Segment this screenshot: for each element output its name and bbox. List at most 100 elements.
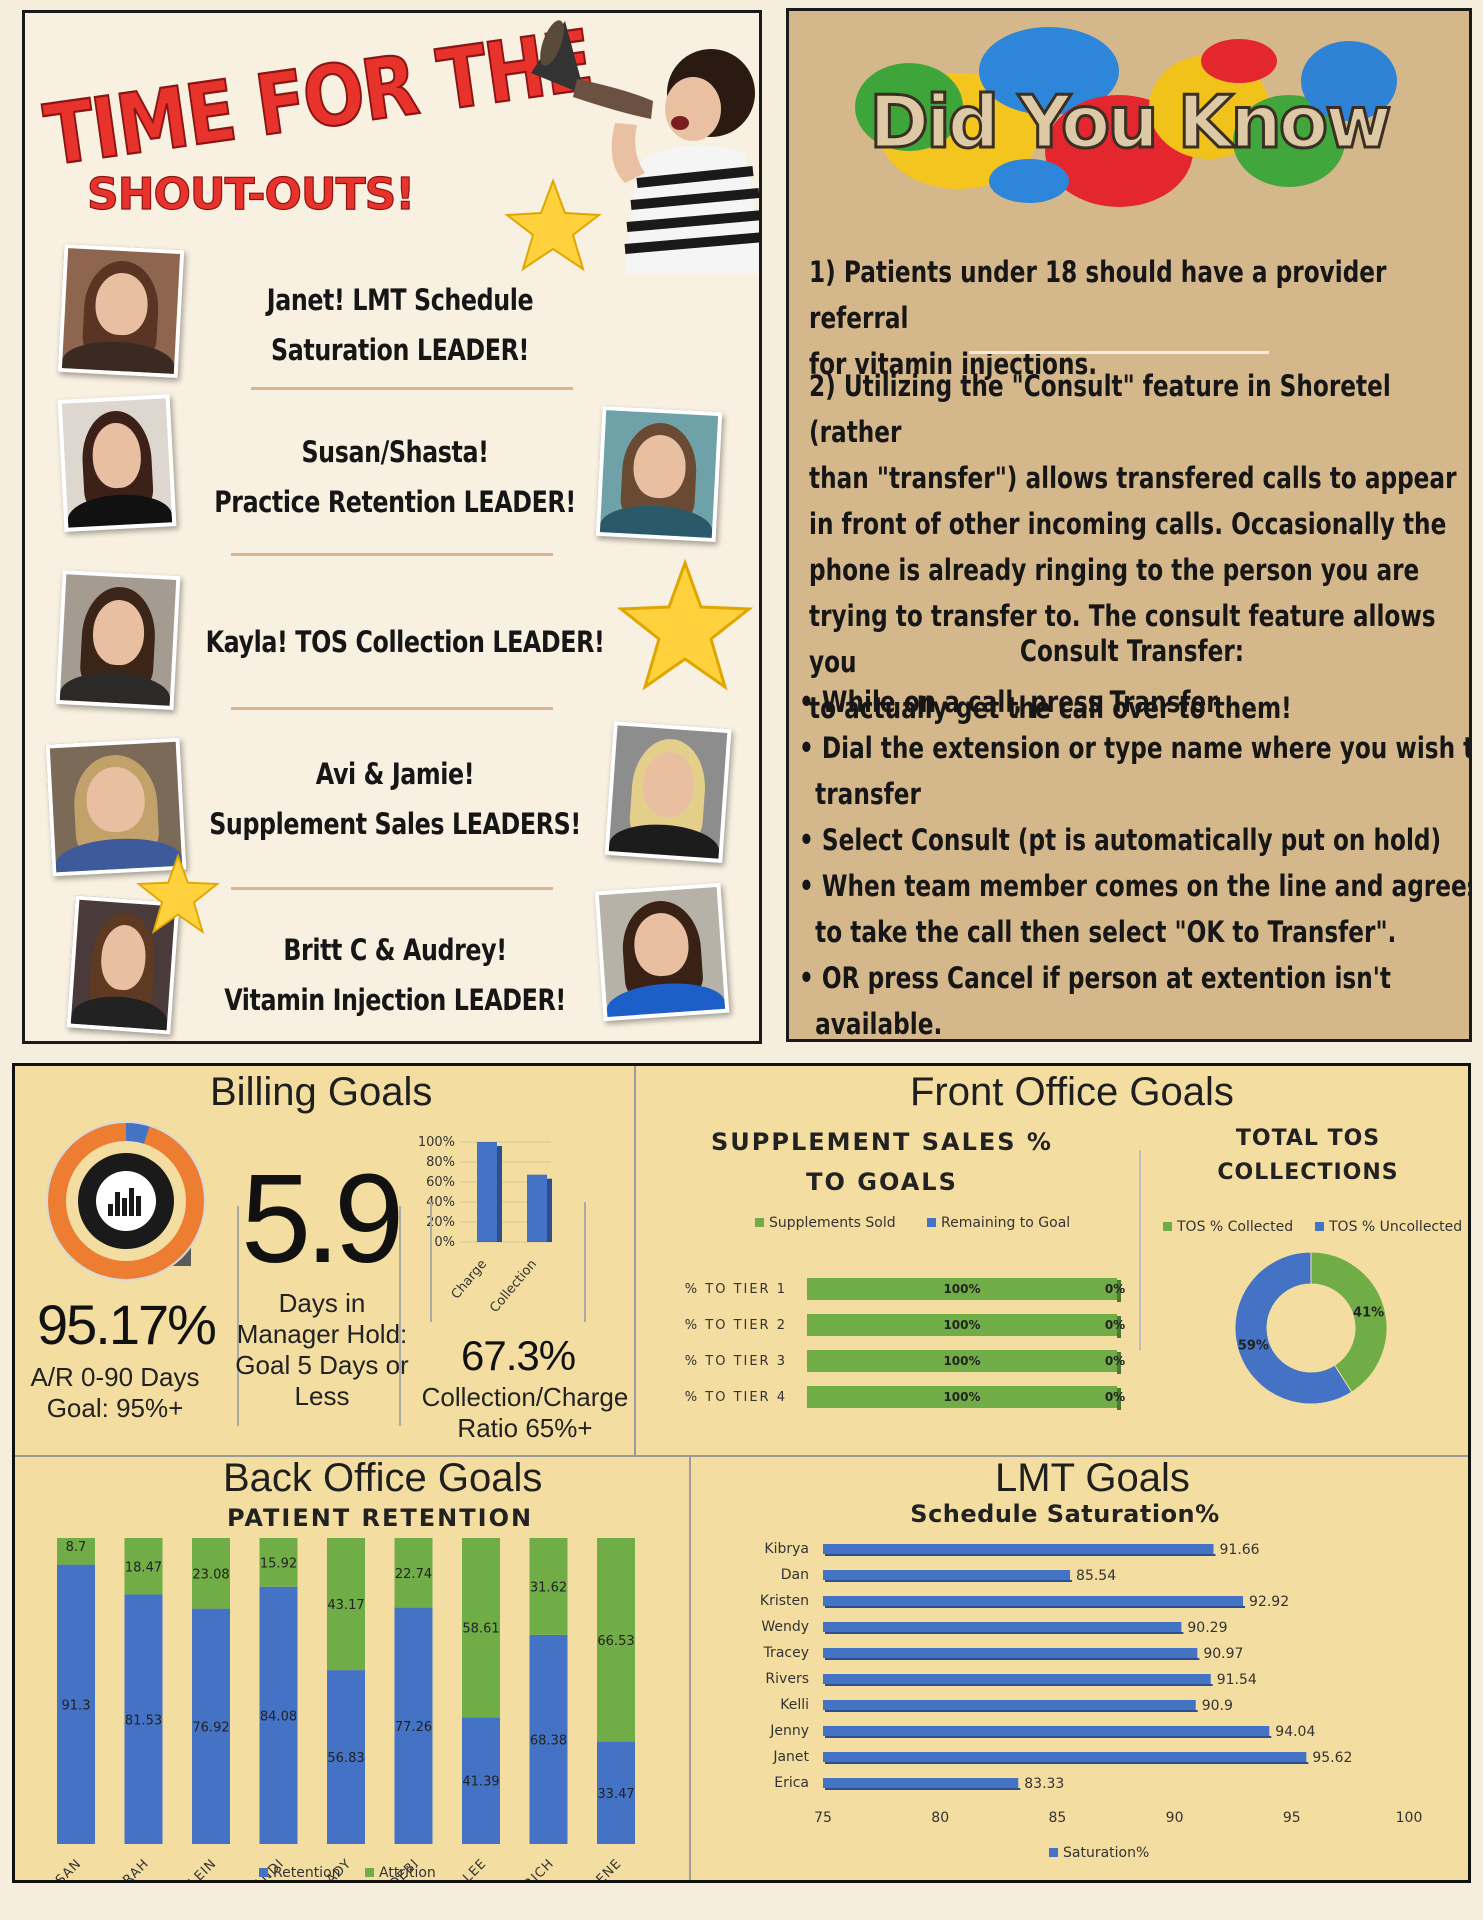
- fact-line: in front of other incoming calls. Occasi…: [809, 507, 1447, 541]
- divider: [231, 553, 553, 556]
- x-tick-label: 85: [1048, 1810, 1066, 1826]
- bar-shadow: [825, 1632, 1184, 1634]
- bar-retention: [124, 1594, 163, 1844]
- ratio-value: 67.3%: [461, 1332, 576, 1379]
- caption-line: Goal: 95%+: [46, 1393, 184, 1423]
- data-label: 90.9: [1202, 1698, 1233, 1714]
- caption-line: Manager Hold:: [236, 1319, 408, 1349]
- data-label: 22.74: [395, 1567, 432, 1582]
- legend-swatch: [927, 1218, 936, 1227]
- supplement-sales-chart: Supplements Sold Remaining to Goal % TO TI…: [685, 1215, 1125, 1410]
- lmt-title: LMT Goals: [995, 1456, 1190, 1500]
- bar-attrition: [462, 1538, 500, 1718]
- fact-line: phone is already ringing to the person y…: [809, 553, 1420, 587]
- caption-line: Ratio 65%+: [457, 1413, 593, 1443]
- leader-line: Susan/Shasta!: [301, 435, 489, 469]
- data-label: 90.97: [1203, 1646, 1243, 1662]
- data-label: 100%: [943, 1354, 980, 1368]
- bar-side: [547, 1178, 552, 1242]
- bar-shadow: [825, 1736, 1272, 1738]
- bar-side: [1117, 1352, 1121, 1374]
- paint-splash-icon: [855, 27, 1397, 207]
- x-tick-label: 100: [1396, 1810, 1423, 1826]
- leader-line: Britt C & Audrey!: [283, 933, 507, 967]
- data-label: 90.29: [1187, 1620, 1227, 1636]
- title-shout-outs: SHOUT-OUTS!: [87, 169, 414, 220]
- gold-star-icon: [504, 178, 602, 272]
- bar-side: [1117, 1388, 1121, 1410]
- x-tick-label: 90: [1166, 1810, 1184, 1826]
- patient-retention-chart: 91.3 8.7 SUSAN 81.53 18.47 SARAH 76.92 23.08 KLE…: [39, 1538, 635, 1883]
- bar-saturation: [823, 1622, 1182, 1632]
- data-label: 41%: [1353, 1305, 1384, 1320]
- data-label: 100%: [943, 1318, 980, 1332]
- title-line: TO GOALS: [806, 1168, 958, 1196]
- bullet-2: • Dial the extension or type name where …: [799, 725, 1472, 817]
- divider: [15, 1455, 1468, 1457]
- bar-retention: [529, 1634, 568, 1844]
- bar-side: [1117, 1280, 1121, 1302]
- category-label: Kristen: [760, 1593, 809, 1609]
- bar-saturation: [823, 1700, 1196, 1710]
- legend-label: Attrition: [379, 1865, 436, 1881]
- photo-shasta: [595, 405, 723, 543]
- leader-line: Practice Retention LEADER!: [214, 485, 576, 519]
- data-label: 33.47: [597, 1787, 634, 1802]
- data-label: 23.08: [192, 1567, 229, 1582]
- title-line: SUPPLEMENT SALES %: [711, 1128, 1053, 1156]
- leader-line: Saturation LEADER!: [271, 333, 529, 367]
- bar-shadow: [825, 1684, 1213, 1686]
- data-label: 91.3: [62, 1698, 91, 1713]
- bar-shadow: [825, 1658, 1200, 1660]
- bullet-3: • Select Consult (pt is automatically pu…: [799, 817, 1463, 863]
- x-tick-label: 95: [1283, 1810, 1301, 1826]
- caption-line: Goal 5 Days or: [235, 1350, 409, 1380]
- photo-janet: [57, 243, 185, 379]
- leader-kayla: Kayla! TOS Collection LEADER!: [184, 617, 627, 667]
- bullet-line: transfer: [799, 777, 921, 811]
- data-label: 92.92: [1249, 1594, 1289, 1610]
- bullet-line: • Dial the extension or type name where …: [799, 731, 1472, 765]
- category-label: Jenny: [769, 1723, 809, 1739]
- divider: [231, 707, 553, 710]
- category-label: Kelli: [780, 1697, 809, 1713]
- category-label: KLEIN: [179, 1856, 220, 1883]
- leader-line: Vitamin Injection LEADER!: [224, 983, 566, 1017]
- goals-dashboard: Billing Goals 95.17% A/R 0-90 Days Goal:…: [12, 1063, 1471, 1883]
- did-you-know-title: Did You Know: [869, 80, 1390, 164]
- bullet-line: • OR press Cancel if person at extention…: [799, 961, 1391, 995]
- data-label: 18.47: [125, 1560, 162, 1575]
- days-value: 5.9: [241, 1148, 404, 1289]
- did-you-know-panel: Did You Know 1) Patients under 18 should…: [786, 8, 1472, 1042]
- fact-line: than "transfer") allows transfered calls…: [809, 461, 1457, 495]
- category-label: % TO TIER 3: [685, 1354, 787, 1369]
- bar-retention: [57, 1564, 95, 1844]
- bar-saturation: [823, 1778, 1019, 1788]
- bar-shadow: [825, 1606, 1246, 1608]
- data-label: 91.66: [1220, 1542, 1260, 1558]
- days-caption: Days in Manager Hold: Goal 5 Days or Les…: [229, 1288, 415, 1412]
- caption-line: Less: [294, 1381, 350, 1411]
- bar-shadow: [825, 1580, 1073, 1582]
- bar-saturation: [823, 1570, 1071, 1580]
- category-label: TORNABENE: [550, 1856, 625, 1883]
- legend-label: TOS % Uncollected: [1328, 1219, 1462, 1235]
- data-label: 91.54: [1217, 1672, 1257, 1688]
- divider: [689, 1456, 691, 1880]
- divider: [251, 387, 573, 390]
- data-label: 8.7: [66, 1540, 87, 1555]
- leader-avi-jamie: Avi & Jamie! Supplement Sales LEADERS!: [182, 749, 608, 849]
- legend-swatch: [365, 1868, 374, 1877]
- category-label: Kibrya: [764, 1541, 809, 1557]
- category-label: Tracey: [763, 1645, 809, 1661]
- bullet-line: available.: [799, 1007, 943, 1041]
- category-label: Dan: [781, 1567, 809, 1583]
- x-tick-label: 75: [814, 1810, 832, 1826]
- bar-supplements-sold: [807, 1314, 1117, 1336]
- bar-chart-icon: [108, 1188, 141, 1216]
- photo-susan: [57, 394, 177, 532]
- x-tick-label: 80: [931, 1810, 949, 1826]
- data-label: 94.04: [1275, 1724, 1315, 1740]
- caption-line: A/R 0-90 Days: [30, 1362, 200, 1392]
